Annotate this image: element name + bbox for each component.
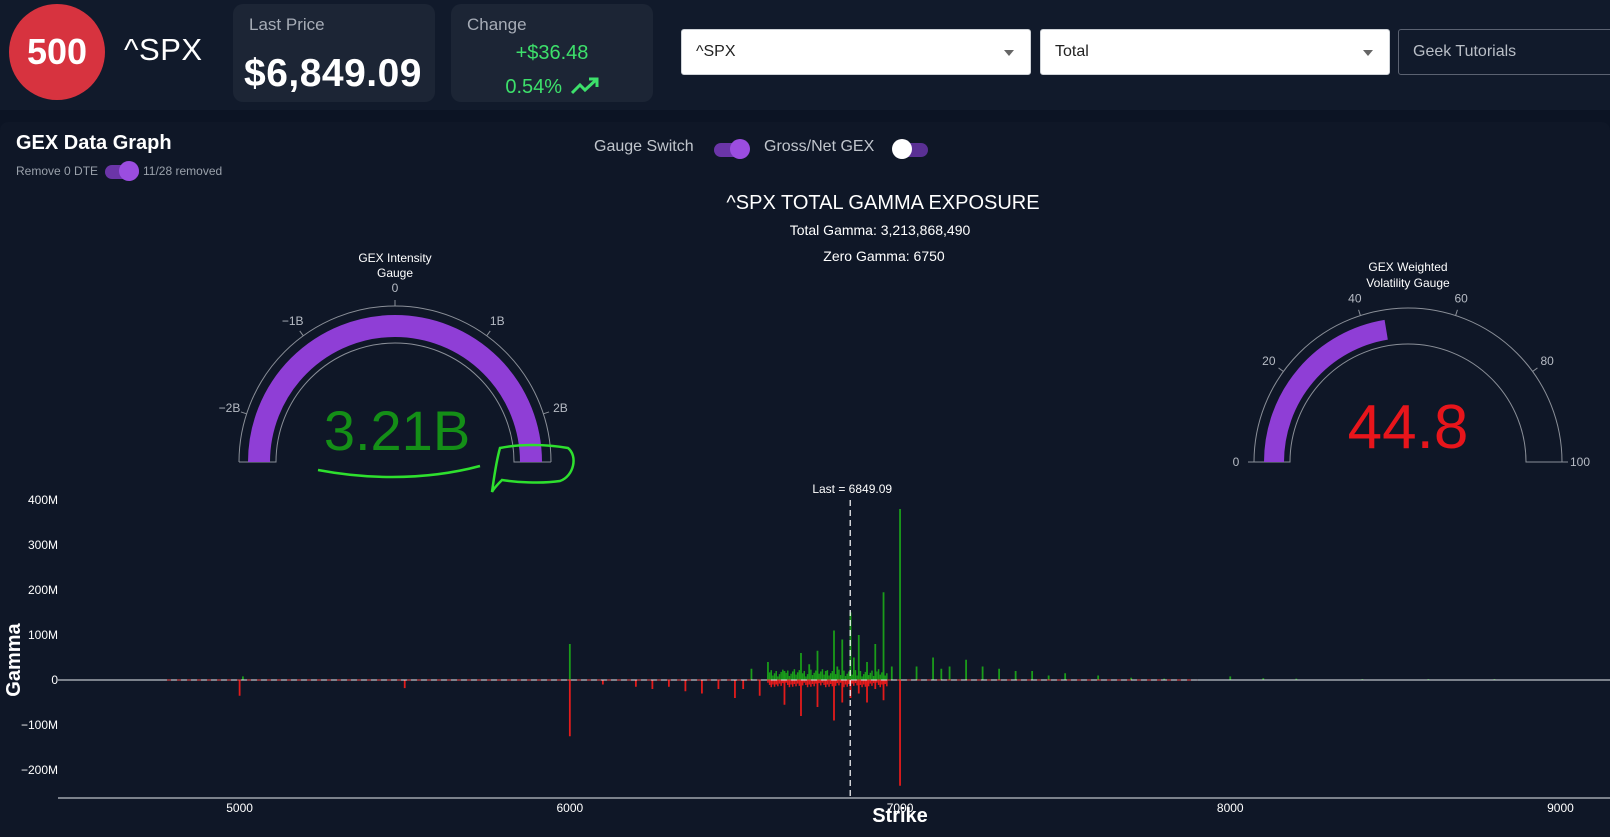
- y-tick-label: 100M: [28, 628, 58, 642]
- geek-tutorials-label: Geek Tutorials: [1413, 43, 1517, 60]
- gauge-tick: [299, 330, 304, 337]
- type-select[interactable]: Total: [1040, 29, 1390, 75]
- symbol-select-value: ^SPX: [696, 43, 736, 60]
- geek-tutorials-select[interactable]: Geek Tutorials: [1398, 29, 1610, 75]
- toggle-knob: [119, 161, 139, 181]
- gauge-outline: [1253, 307, 1563, 463]
- gauge-tick-label: 40: [1348, 291, 1362, 305]
- gauge-tick: [486, 330, 491, 337]
- y-tick-label: 300M: [28, 538, 58, 552]
- annotation-underline: [317, 464, 481, 479]
- remove-0dte-label: Remove 0 DTE: [16, 164, 99, 178]
- change-card: Change +$36.48 0.54%: [451, 4, 653, 102]
- gauge-value-arc: [1264, 319, 1389, 463]
- type-select-value: Total: [1055, 43, 1089, 60]
- gauge-inner-outline: [1254, 343, 1562, 463]
- gross-net-label: Gross/Net GEX: [764, 138, 875, 155]
- y-tick-label: 0: [51, 673, 58, 687]
- volatility-gauge: 0 20 40 60 80 100: [1233, 291, 1591, 469]
- change-percent-row: 0.54%: [451, 76, 653, 99]
- x-tick-label: 8000: [1217, 801, 1244, 815]
- x-axis-label: Strike: [872, 805, 928, 827]
- y-axis-label: Gamma: [3, 622, 25, 696]
- symbol-select[interactable]: ^SPX: [681, 29, 1031, 75]
- y-tick-label: 400M: [28, 493, 58, 507]
- gauge-tick: [543, 411, 550, 415]
- gauge-tick-label: 1B: [490, 314, 505, 328]
- gauge-switch-toggle[interactable]: [714, 139, 750, 159]
- gauge-tick-label: 0: [1233, 455, 1240, 469]
- gauge-tick: [240, 411, 247, 415]
- x-tick-label: 9000: [1547, 801, 1574, 815]
- intensity-gauge-title-1: GEX Intensity: [358, 251, 431, 265]
- y-tick-label: −200M: [21, 763, 58, 777]
- gauge-tick-label: 20: [1262, 354, 1276, 368]
- gauge-tick: [1358, 309, 1361, 316]
- gauge-value-arc: [248, 315, 542, 463]
- removed-count: 11/28 removed: [143, 164, 223, 178]
- gauge-tick-label: 80: [1540, 354, 1554, 368]
- gauge-tick-label: −1B: [282, 314, 304, 328]
- last-price-marker-label: Last = 6849.09: [812, 482, 892, 496]
- intensity-gauge: −2B −1B 0 1B 2B: [219, 281, 568, 463]
- volatility-gauge-value: 44.8: [1348, 393, 1469, 462]
- gauge-switch-label: Gauge Switch: [594, 138, 694, 155]
- gex-bars: [238, 509, 1496, 786]
- chart-axes: 400M 300M 200M 100M 0 −100M −200M 5000 6000 7000 8…: [21, 493, 1610, 815]
- trending-up-icon: [570, 77, 599, 95]
- gauge-tick-label: 2B: [553, 401, 568, 415]
- last-price-value: $6,849.09: [244, 52, 423, 95]
- gross-net-toggle[interactable]: [892, 139, 928, 159]
- toggle-knob: [892, 139, 912, 159]
- y-tick-label: 200M: [28, 583, 58, 597]
- change-percent: 0.54%: [505, 76, 563, 98]
- last-price-card: Last Price $6,849.09: [233, 4, 435, 102]
- panel-title: GEX Data Graph: [16, 132, 172, 154]
- y-tick-label: −100M: [21, 718, 58, 732]
- chevron-down-icon: [1004, 50, 1014, 56]
- annotation-circle: [490, 443, 575, 493]
- gauge-tick: [1278, 367, 1284, 372]
- x-tick-label: 5000: [226, 801, 253, 815]
- last-price-label: Last Price: [249, 15, 325, 34]
- change-label: Change: [467, 15, 527, 34]
- gauge-tick-label: 100: [1570, 455, 1590, 469]
- volatility-gauge-title-2: Volatility Gauge: [1366, 276, 1450, 290]
- total-gamma-text: Total Gamma: 3,213,868,490: [790, 222, 971, 238]
- gauge-tick: [1532, 367, 1538, 372]
- remove-0dte-toggle[interactable]: [105, 161, 139, 181]
- change-value: +$36.48: [515, 42, 589, 64]
- toggle-knob: [730, 139, 750, 159]
- intensity-gauge-title-2: Gauge: [377, 266, 413, 280]
- x-tick-label: 7000: [887, 801, 914, 815]
- gauge-tick-label: −2B: [219, 401, 241, 415]
- gauge-tick-label: 0: [392, 281, 399, 295]
- gauge-inner-outline: [239, 342, 551, 463]
- gex-panel: [0, 122, 1610, 837]
- x-tick-label: 6000: [556, 801, 583, 815]
- logo: 500: [9, 4, 105, 100]
- gauge-tick-label: 60: [1454, 291, 1468, 305]
- volatility-gauge-title-1: GEX Weighted: [1368, 260, 1447, 274]
- gauge-tick: [1455, 309, 1458, 316]
- ticker-symbol: ^SPX: [124, 32, 203, 67]
- intensity-gauge-value: 3.21B: [324, 399, 470, 462]
- chevron-down-icon: [1363, 50, 1373, 56]
- chart-title: ^SPX TOTAL GAMMA EXPOSURE: [726, 192, 1039, 214]
- zero-gamma-text: Zero Gamma: 6750: [823, 248, 945, 264]
